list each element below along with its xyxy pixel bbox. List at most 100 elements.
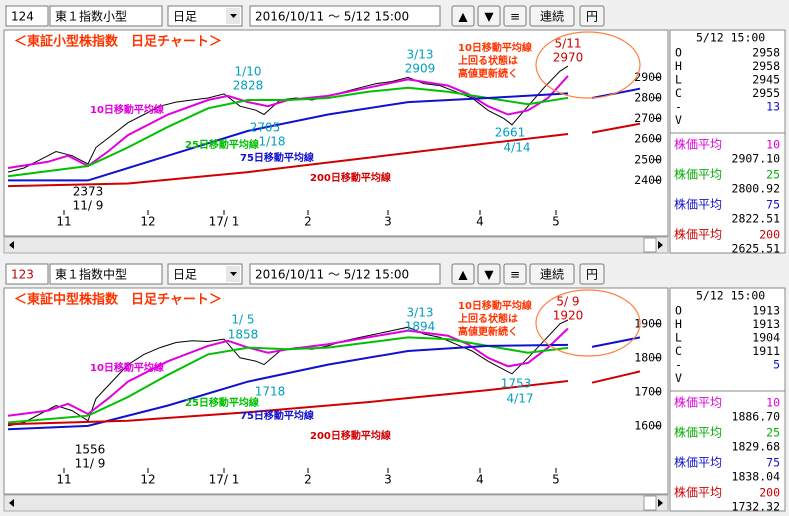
ma-info-label: 株価平均 — [674, 137, 722, 152]
note: 高値更新続く — [458, 67, 518, 80]
toolbar-button-label[interactable]: ▲ — [458, 10, 468, 24]
chart-area — [3, 287, 669, 495]
toolbar-button[interactable] — [451, 5, 475, 27]
info-label: O — [675, 46, 682, 60]
toolbar-button[interactable] — [529, 263, 575, 285]
ma-info-period: 10 — [766, 396, 780, 410]
dropdown-icon[interactable] — [230, 272, 237, 276]
info-panel — [669, 29, 786, 254]
range: 2016/10/11 ～ 5/12 15:00 — [255, 10, 409, 24]
y-tick-label: 2800 — [634, 90, 662, 104]
x-tick-label: 11 — [56, 215, 71, 229]
annotation: 2828 — [233, 79, 264, 93]
toolbar-button-label[interactable]: 連続 — [540, 268, 564, 282]
toolbar-button-label[interactable]: ≡ — [510, 10, 520, 24]
toolbar-button[interactable] — [529, 5, 575, 27]
annotation: 1/10 — [235, 65, 262, 79]
ma-info-value: 2800.92 — [732, 182, 780, 196]
annotation: 1718 — [255, 385, 286, 399]
info-label: C — [675, 344, 682, 358]
info-value: 5 — [773, 358, 780, 372]
x-tick-label: 12 — [140, 473, 155, 487]
note: 10日移動平均線 — [458, 299, 532, 312]
ma-info-period: 75 — [766, 456, 780, 470]
code: 123 — [11, 268, 34, 282]
y-tick-label: 2400 — [634, 173, 662, 187]
toolbar-button-label[interactable]: ▼ — [484, 10, 494, 24]
dropdown-icon[interactable] — [230, 14, 237, 18]
toolbar-button-label[interactable]: 連続 — [540, 10, 564, 24]
name-box — [49, 5, 163, 27]
ma-label: 25日移動平均線 — [185, 396, 259, 409]
ma-info-period: 10 — [766, 138, 780, 152]
y-tick-label: 2900 — [634, 70, 662, 84]
code: 124 — [11, 10, 34, 24]
info-label: O — [675, 304, 682, 318]
period[interactable]: 日足 — [173, 268, 197, 282]
period-box[interactable] — [167, 5, 243, 27]
toolbar-button-label[interactable]: ≡ — [510, 268, 520, 282]
scroll-thumb[interactable] — [643, 237, 657, 253]
info-label: H — [675, 59, 682, 73]
moving-average-line — [7, 336, 569, 424]
note: 高値更新続く — [458, 325, 518, 338]
annotation: 1/ 5 — [231, 313, 254, 327]
toolbar-button[interactable] — [503, 5, 527, 27]
scrollbar[interactable] — [3, 494, 669, 512]
info-date: 5/12 15:00 — [696, 31, 765, 45]
toolbar-button[interactable] — [579, 263, 605, 285]
x-tick-label: 12 — [140, 215, 155, 229]
ma-info-value: 1886.70 — [732, 410, 781, 424]
ma-info-period: 200 — [759, 486, 780, 500]
ma-label: 75日移動平均線 — [240, 409, 314, 422]
scroll-right[interactable] — [658, 241, 663, 249]
toolbar-button-label[interactable]: ▲ — [458, 268, 468, 282]
ma-info-label: 株価平均 — [674, 197, 722, 212]
x-tick-label: 17/ 1 — [209, 473, 240, 487]
ma-label: 10日移動平均線 — [90, 361, 164, 374]
info-value: 2945 — [752, 73, 780, 87]
y-tick-label: 1900 — [634, 316, 662, 330]
scroll-right[interactable] — [658, 499, 663, 507]
period-box[interactable] — [167, 263, 243, 285]
scroll-left[interactable] — [9, 241, 14, 249]
ma-info-period: 75 — [766, 198, 780, 212]
code-box — [5, 5, 49, 27]
scrollbar[interactable] — [3, 236, 669, 254]
ma-label: 10日移動平均線 — [90, 103, 164, 116]
toolbar-button[interactable] — [503, 263, 527, 285]
toolbar-button[interactable] — [477, 263, 501, 285]
toolbar-button-label[interactable]: 円 — [586, 268, 598, 282]
x-tick-label: 4 — [476, 473, 484, 487]
x-tick-label: 2 — [304, 215, 312, 229]
range-box — [249, 263, 441, 285]
scroll-thumb[interactable] — [643, 495, 657, 511]
ma-info-value: 1829.68 — [732, 440, 781, 454]
annotation: 4/17 — [507, 392, 534, 406]
annotation: 3/13 — [407, 48, 434, 62]
note: 上回る状態は — [458, 54, 518, 67]
ma-info-period: 200 — [759, 228, 780, 242]
range: 2016/10/11 ～ 5/12 15:00 — [255, 268, 409, 282]
x-tick-label: 2 — [304, 473, 312, 487]
name-box — [49, 263, 163, 285]
toolbar-button[interactable] — [477, 5, 501, 27]
x-tick-label: 11 — [56, 473, 71, 487]
toolbar-button[interactable] — [451, 263, 475, 285]
annotation: 2661 — [495, 126, 526, 140]
range-box — [249, 5, 441, 27]
moving-average-line — [7, 327, 569, 417]
scroll-left[interactable] — [9, 499, 14, 507]
ma-info-period: 25 — [766, 168, 780, 182]
info-value: 2955 — [752, 86, 780, 100]
x-tick-label: 5 — [552, 215, 560, 229]
toolbar-button-label[interactable]: 円 — [586, 10, 598, 24]
toolbar-button[interactable] — [579, 5, 605, 27]
info-label: V — [675, 113, 682, 127]
info-value: 1913 — [752, 317, 780, 331]
toolbar-button-label[interactable]: ▼ — [484, 268, 494, 282]
period[interactable]: 日足 — [173, 10, 197, 24]
info-panel — [669, 287, 786, 512]
moving-average-line — [7, 86, 569, 178]
